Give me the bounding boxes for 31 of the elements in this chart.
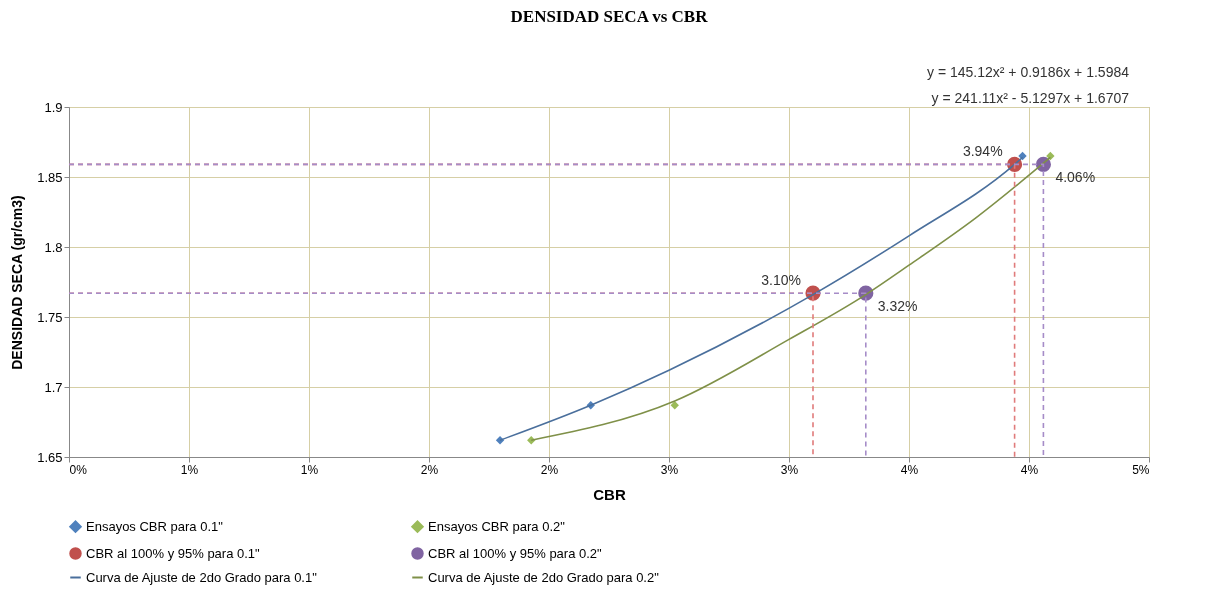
legend-label: Curva de Ajuste de 2do Grado para 0.1": [86, 569, 318, 585]
x-axis-title: CBR: [593, 485, 626, 503]
annotation: 3.94%: [962, 143, 1003, 160]
text: y = 241.11x² - 5.1297x + 1.6707: [931, 90, 1130, 106]
x-tick-label: 1%: [180, 462, 199, 477]
annotation: 3.32%: [877, 298, 918, 315]
y-tick-label: 1.7: [44, 379, 63, 395]
x-tick-label: 1%: [300, 462, 319, 477]
chart-title: DENSIDAD SECA vs CBR: [510, 7, 709, 26]
x-tick-label: 5%: [1132, 462, 1150, 477]
legend-label: Ensayos CBR para 0.2": [428, 518, 566, 534]
annotation: 4.06%: [1055, 169, 1096, 186]
legend-label: CBR al 100% y 95% para 0.1": [86, 545, 261, 561]
y-tick-label: 1.85: [37, 169, 63, 185]
y-tick-label: 1.65: [37, 449, 63, 465]
y-tick-label: 1.9: [44, 99, 63, 115]
legend-label: Curva de Ajuste de 2do Grado para 0.2": [428, 569, 660, 585]
x-tick-label: 2%: [540, 462, 559, 477]
y-tick-label: 1.75: [37, 309, 63, 325]
x-tick-label: 3%: [660, 462, 679, 477]
x-tick-label: 2%: [420, 462, 439, 477]
annotation: 3.10%: [761, 272, 801, 289]
x-tick-label: 0%: [69, 462, 88, 477]
x-tick-label: 4%: [900, 462, 919, 477]
legend-label: Ensayos CBR para 0.1": [86, 518, 224, 534]
y-axis-title: DENSIDAD SECA (gr/cm3): [9, 195, 26, 370]
y-tick-label: 1.8: [44, 239, 63, 255]
legend-label: CBR al 100% y 95% para 0.2": [428, 545, 603, 561]
x-tick-label: 3%: [780, 462, 799, 477]
text: y = 145.12x² + 0.9186x + 1.5984: [927, 64, 1130, 80]
x-tick-label: 4%: [1020, 462, 1039, 477]
